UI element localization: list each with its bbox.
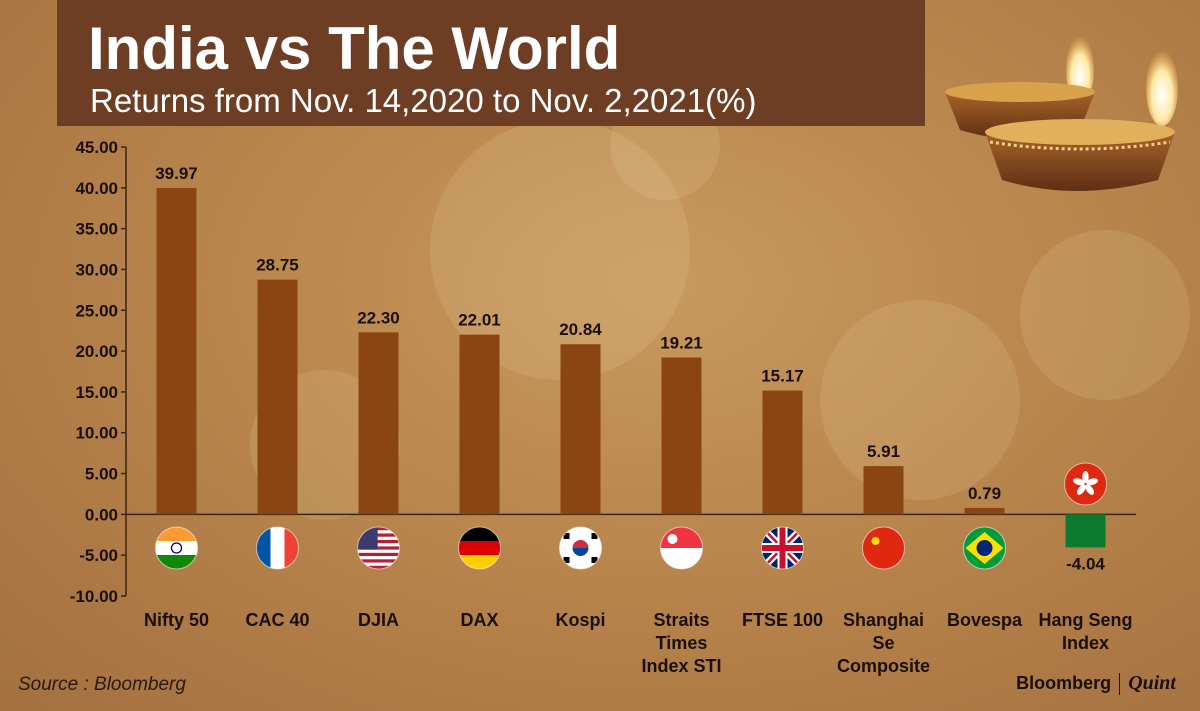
x-tick-label: CAC 40 xyxy=(245,610,309,630)
x-tick-label: Bovespa xyxy=(947,610,1023,630)
y-tick-label: -5.00 xyxy=(79,546,118,565)
y-tick-label: 10.00 xyxy=(75,424,118,443)
bar xyxy=(358,332,399,515)
y-tick-label: 35.00 xyxy=(75,220,118,239)
bar xyxy=(156,188,197,515)
x-tick-label: Index STI xyxy=(641,656,721,676)
chart-subtitle: Returns from Nov. 14,2020 to Nov. 2,2021… xyxy=(90,82,757,119)
y-tick-label: 15.00 xyxy=(75,383,118,402)
bar-value-label: 15.17 xyxy=(761,367,804,386)
x-tick-label: Shanghai xyxy=(843,610,924,630)
brazil-flag-icon xyxy=(963,526,1006,570)
y-tick-label: 40.00 xyxy=(75,179,118,198)
usa-flag-icon xyxy=(357,526,400,570)
bar xyxy=(560,344,601,515)
bar-value-label: 19.21 xyxy=(660,334,703,353)
brand-quint: Quint xyxy=(1128,672,1176,694)
background-bokeh xyxy=(1020,230,1190,400)
france-flag-icon xyxy=(256,526,299,570)
bar-value-label: -4.04 xyxy=(1066,554,1105,573)
x-tick-label: Nifty 50 xyxy=(144,610,209,630)
bar xyxy=(257,279,298,515)
x-tick-label: DJIA xyxy=(358,610,399,630)
x-tick-label: Times xyxy=(656,633,708,653)
germany-flag-icon xyxy=(458,526,501,570)
bar xyxy=(964,507,1005,515)
bar-value-label: 39.97 xyxy=(155,164,198,183)
x-tick-label: Index xyxy=(1062,633,1109,653)
singapore-flag-icon xyxy=(660,526,703,570)
title-banner xyxy=(57,0,925,126)
x-tick-label: Straits xyxy=(653,610,709,630)
south-korea-flag-icon xyxy=(559,526,602,570)
background-bokeh xyxy=(820,300,1020,500)
y-tick-label: 20.00 xyxy=(75,342,118,361)
x-tick-label: DAX xyxy=(460,610,498,630)
hong-kong-flag-icon xyxy=(1064,462,1107,506)
bar-value-label: 22.30 xyxy=(357,308,400,327)
x-tick-label: Kospi xyxy=(555,610,605,630)
bar xyxy=(1065,514,1106,548)
india-flag-icon xyxy=(155,526,198,570)
bar xyxy=(863,466,904,515)
diya-lamp-icon xyxy=(945,36,1178,191)
brand-divider xyxy=(1119,673,1121,696)
bar-value-label: 20.84 xyxy=(559,320,602,339)
x-tick-label: Se xyxy=(872,633,894,653)
source-note: Source : Bloomberg xyxy=(18,674,186,695)
y-tick-label: 30.00 xyxy=(75,260,118,279)
y-tick-label: -10.00 xyxy=(70,587,118,606)
x-tick-label: Hang Seng xyxy=(1038,610,1132,630)
bar-value-label: 22.01 xyxy=(458,311,501,330)
bar-value-label: 5.91 xyxy=(867,442,900,461)
china-flag-icon xyxy=(862,526,905,570)
brand-logo: Bloomberg Quint xyxy=(1016,672,1176,696)
y-tick-label: 0.00 xyxy=(85,505,118,524)
chart-title: India vs The World xyxy=(88,15,621,82)
bar xyxy=(661,357,702,515)
y-tick-label: 5.00 xyxy=(85,465,118,484)
bar-value-label: 28.75 xyxy=(256,256,299,275)
bar-value-label: 0.79 xyxy=(968,484,1001,503)
bar xyxy=(762,390,803,515)
y-tick-label: 45.00 xyxy=(75,138,118,157)
uk-flag-icon xyxy=(761,526,804,570)
bar xyxy=(459,334,500,515)
brand-bloomberg: Bloomberg xyxy=(1016,673,1112,693)
y-tick-label: 25.00 xyxy=(75,301,118,320)
x-tick-label: FTSE 100 xyxy=(742,610,823,630)
x-tick-label: Composite xyxy=(837,656,930,676)
